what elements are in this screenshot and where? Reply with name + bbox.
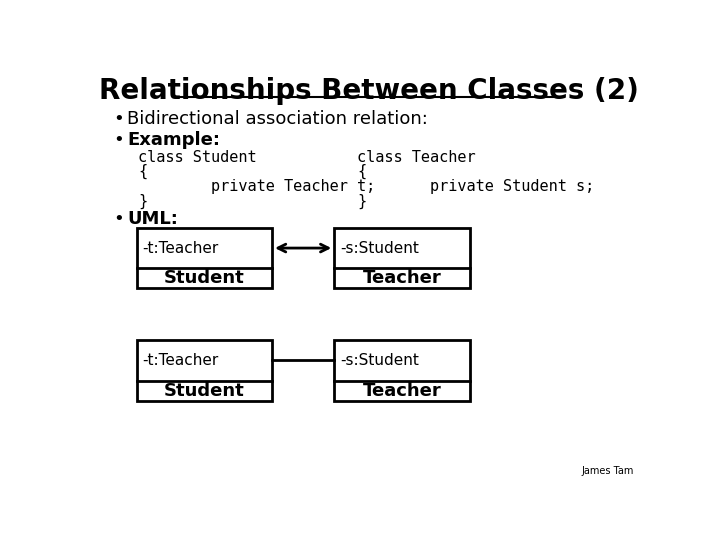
Text: private Teacher t;: private Teacher t;	[138, 179, 375, 194]
Text: -s:Student: -s:Student	[341, 240, 419, 255]
Text: Student: Student	[164, 269, 245, 287]
Text: James Tam: James Tam	[582, 465, 634, 476]
Text: }: }	[357, 193, 366, 208]
Text: {: {	[357, 164, 366, 179]
Text: -t:Teacher: -t:Teacher	[143, 240, 219, 255]
Text: •: •	[113, 110, 124, 127]
Text: Teacher: Teacher	[363, 381, 441, 400]
Bar	[137, 228, 272, 288]
Text: Example:: Example:	[127, 131, 220, 149]
Text: }: }	[138, 193, 147, 208]
Text: •: •	[113, 131, 124, 149]
Bar	[334, 340, 469, 401]
Bar	[334, 228, 469, 288]
Text: UML:: UML:	[127, 210, 178, 228]
Text: {: {	[138, 164, 147, 179]
Text: •: •	[113, 210, 124, 228]
Text: -s:Student: -s:Student	[341, 353, 419, 368]
Text: class Student: class Student	[138, 150, 256, 165]
Text: -t:Teacher: -t:Teacher	[143, 353, 219, 368]
Text: Relationships Between Classes (2): Relationships Between Classes (2)	[99, 77, 639, 105]
Text: private Student s;: private Student s;	[357, 179, 595, 194]
Bar	[137, 340, 272, 401]
Text: Student: Student	[164, 381, 245, 400]
Text: class Teacher: class Teacher	[357, 150, 476, 165]
Text: Bidirectional association relation:: Bidirectional association relation:	[127, 110, 428, 127]
Text: Teacher: Teacher	[363, 269, 441, 287]
